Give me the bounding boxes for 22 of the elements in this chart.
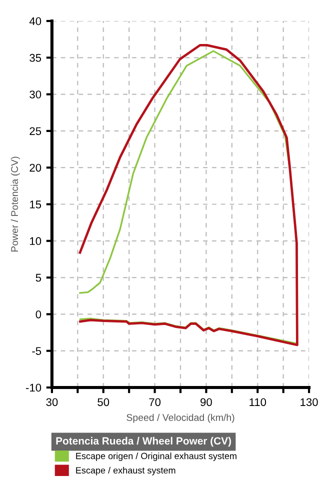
y-axis-title: Power / Potencia (CV) (10, 156, 20, 252)
x-axis-title: Speed / Velocidad (km/h) (126, 414, 234, 423)
x-tick-label: 30 (46, 398, 58, 406)
y-tick-label: 5 (36, 274, 42, 282)
x-tick-label: 90 (200, 398, 212, 406)
x-tick-label: 50 (98, 398, 110, 406)
y-tick-label: 40 (29, 17, 42, 26)
y-tick-label: 35 (30, 54, 42, 62)
legend-label: Escape / exhaust system (76, 466, 176, 476)
y-tick-label: 25 (30, 127, 42, 136)
y-tick-label: 0 (36, 310, 42, 318)
x-tick-label: 130 (300, 398, 318, 406)
x-tick-label: 110 (250, 398, 266, 406)
x-tick-label: 70 (149, 398, 161, 406)
y-tick-label: 30 (30, 90, 42, 98)
y-tick-label: -10 (26, 384, 42, 392)
legend-label: Escape origen / Original exhaust system (76, 452, 236, 461)
y-tick-label: 15 (30, 200, 42, 208)
y-tick-label: 10 (30, 237, 42, 246)
legend-title: Potencia Rueda / Wheel Power (CV) (56, 436, 231, 447)
y-tick-label: -5 (32, 347, 42, 355)
y-tick-label: 20 (30, 164, 42, 172)
